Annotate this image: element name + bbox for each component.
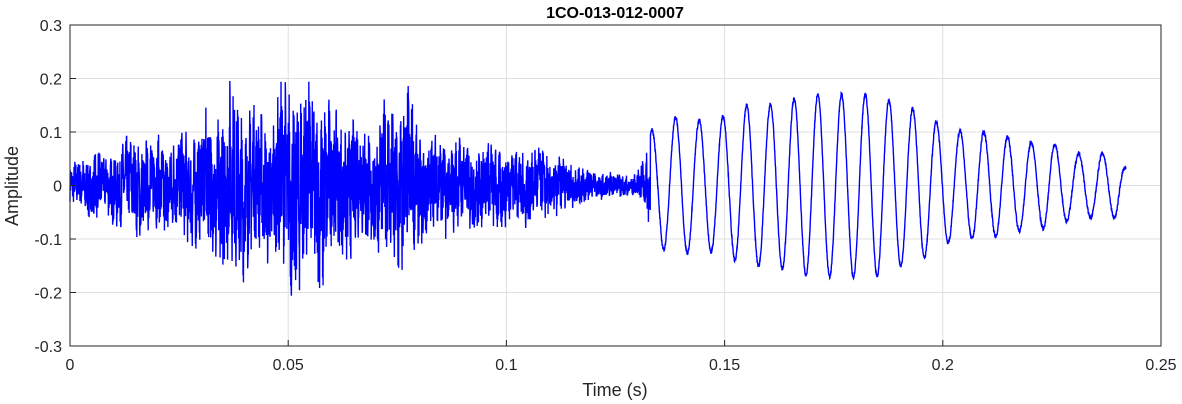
chart-title: 1CO-013-012-0007 — [546, 5, 684, 22]
y-tick-label: -0.1 — [34, 232, 62, 249]
y-tick-label: -0.3 — [34, 339, 62, 356]
x-axis-label: Time (s) — [582, 380, 647, 400]
x-tick-label: 0.1 — [495, 357, 517, 374]
x-tick-label: 0.2 — [932, 357, 954, 374]
y-tick-label: 0.1 — [40, 125, 62, 142]
x-tick-label: 0 — [66, 357, 75, 374]
waveform-line — [69, 80, 1127, 296]
y-tick-label: -0.2 — [34, 286, 62, 303]
x-axis-ticks: 0 0.05 0.1 0.15 0.2 0.25 — [66, 340, 1177, 374]
waveform-series — [69, 80, 1127, 296]
x-tick-label: 0.15 — [709, 357, 740, 374]
x-tick-label: 0.05 — [273, 357, 304, 374]
x-tick-label: 0.25 — [1145, 357, 1176, 374]
y-axis-label: Amplitude — [2, 146, 22, 226]
y-tick-label: 0.2 — [40, 72, 62, 89]
y-axis-ticks: -0.3 -0.2 -0.1 0 0.1 0.2 0.3 — [34, 18, 76, 356]
y-tick-label: 0.3 — [40, 18, 62, 35]
y-tick-label: 0 — [53, 179, 62, 196]
